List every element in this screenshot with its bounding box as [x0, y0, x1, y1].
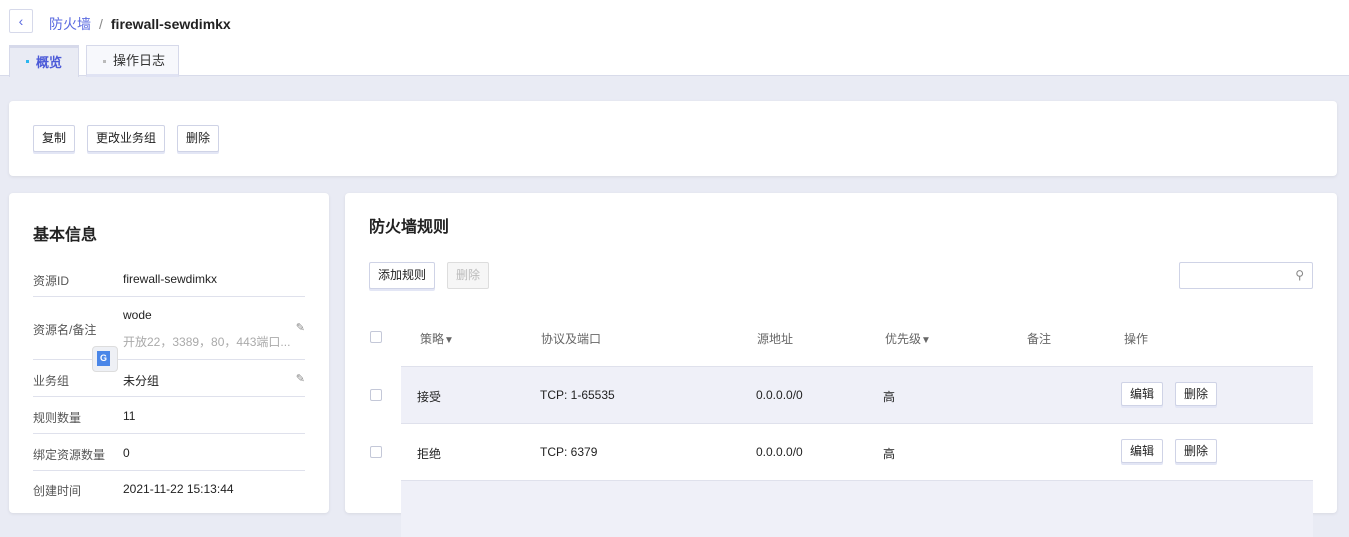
info-label: 业务组	[33, 374, 70, 388]
column-header-policy[interactable]: 策略▼	[420, 330, 454, 347]
actions-card: 复制 更改业务组 删除	[9, 101, 1337, 176]
info-row-bound-count: 绑定资源数量 0	[33, 434, 305, 471]
add-rule-button[interactable]: 添加规则	[369, 262, 435, 289]
info-row-created: 创建时间 2021-11-22 15:13:44	[33, 471, 305, 508]
info-label: 规则数量	[33, 411, 82, 425]
change-group-button[interactable]: 更改业务组	[87, 125, 165, 152]
delete-rules-button: 删除	[447, 262, 489, 289]
filter-icon[interactable]: ▼	[444, 335, 454, 346]
filter-icon[interactable]: ▼	[921, 335, 931, 346]
info-value: firewall-sewdimkx	[123, 272, 218, 286]
cell-priority: 高	[883, 447, 896, 461]
breadcrumb: 防火墙 / firewall-sewdimkx	[49, 14, 231, 34]
edit-icon[interactable]: ✎	[295, 373, 305, 385]
column-label: 优先级	[885, 332, 922, 346]
cell-policy: 拒绝	[417, 447, 442, 461]
column-header-actions: 操作	[1124, 332, 1149, 346]
breadcrumb-firewall-link[interactable]: 防火墙	[49, 16, 91, 32]
column-header-note: 备注	[1027, 332, 1052, 346]
info-label: 创建时间	[33, 484, 82, 498]
column-header-priority[interactable]: 优先级▼	[885, 330, 931, 347]
info-label: 绑定资源数量	[33, 448, 106, 462]
delete-button[interactable]: 删除	[177, 125, 219, 152]
cell-protocol: TCP: 6379	[540, 445, 598, 459]
google-translate-icon[interactable]: G	[92, 346, 118, 372]
cell-protocol: TCP: 1-65535	[540, 388, 615, 402]
edit-rule-button[interactable]: 编辑	[1121, 382, 1164, 406]
tab-dot-icon	[26, 60, 29, 63]
tab-label: 操作日志	[113, 53, 166, 68]
page-title: firewall-sewdimkx	[110, 16, 231, 32]
edit-rule-button[interactable]: 编辑	[1121, 439, 1164, 463]
tab-dot-icon	[103, 60, 106, 63]
copy-button[interactable]: 复制	[33, 125, 75, 152]
back-button[interactable]: ‹	[9, 9, 33, 33]
search-icon: ⚲	[1295, 268, 1304, 282]
info-value: 0	[123, 446, 130, 460]
info-value: 2021-11-22 15:13:44	[123, 482, 234, 496]
delete-rule-button[interactable]: 删除	[1175, 439, 1218, 463]
select-all-checkbox[interactable]	[370, 331, 382, 343]
column-header-source: 源地址	[757, 332, 794, 346]
info-note: 开放22，3389，80，443端口...	[123, 335, 291, 349]
rules-title: 防火墙规则	[369, 219, 450, 236]
info-row-rule-count: 规则数量 11	[33, 397, 305, 434]
basic-info-card: 基本信息 资源ID firewall-sewdimkx 资源名/备注 wode 开放2…	[9, 193, 329, 513]
tab-label: 概览	[36, 55, 63, 70]
basic-info-title: 基本信息	[33, 227, 98, 244]
cell-priority: 高	[883, 390, 896, 404]
breadcrumb-separator: /	[99, 16, 103, 32]
delete-rule-button[interactable]: 删除	[1175, 382, 1218, 406]
header: ‹ 防火墙 / firewall-sewdimkx 概览 操作日志	[0, 0, 1349, 77]
table-row: 拒绝 TCP: 6379 0.0.0.0/0 高 编辑 删除	[401, 423, 1313, 480]
info-row-id: 资源ID firewall-sewdimkx	[33, 260, 305, 297]
tab-overview[interactable]: 概览	[9, 45, 79, 77]
info-row-group: 业务组 未分组 ✎	[33, 360, 305, 397]
table-row	[401, 480, 1313, 537]
tab-operation-log[interactable]: 操作日志	[86, 45, 179, 77]
info-label: 资源ID	[33, 274, 70, 288]
cell-source: 0.0.0.0/0	[756, 445, 803, 459]
cell-source: 0.0.0.0/0	[756, 388, 803, 402]
column-header-protocol: 协议及端口	[541, 332, 602, 346]
table-row: 接受 TCP: 1-65535 0.0.0.0/0 高 编辑 删除	[401, 366, 1313, 423]
info-value: wode	[123, 308, 152, 322]
edit-icon[interactable]: ✎	[295, 322, 305, 334]
info-label: 资源名/备注	[33, 323, 97, 337]
info-value: 11	[123, 409, 136, 423]
info-value: 未分组	[123, 374, 160, 388]
row-checkbox[interactable]	[370, 389, 382, 401]
cell-policy: 接受	[417, 390, 442, 404]
row-checkbox[interactable]	[370, 446, 382, 458]
rules-card: 防火墙规则	[345, 193, 1337, 513]
info-row-name: 资源名/备注 wode 开放22，3389，80，443端口... ✎	[33, 297, 305, 360]
column-label: 策略	[420, 332, 445, 346]
chevron-left-icon: ‹	[18, 13, 24, 29]
search-input[interactable]: ⚲	[1179, 262, 1313, 289]
